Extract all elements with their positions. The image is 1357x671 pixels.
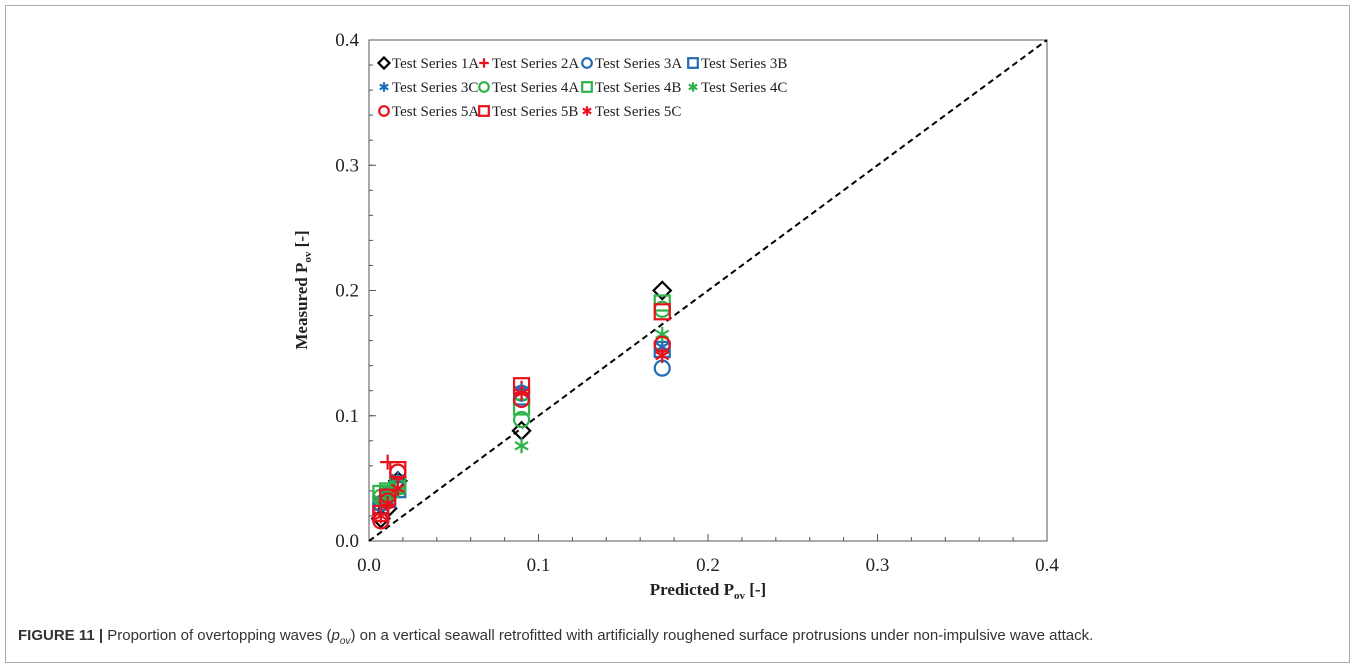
legend-marker-test-series-2a [479, 58, 489, 68]
legend-marker-test-series-5c [582, 106, 592, 116]
legend-marker-test-series-1a [376, 55, 392, 71]
legend-marker-test-series-3c [379, 82, 389, 92]
legend-label-test-series-5b: Test Series 5B [492, 104, 578, 120]
legend-label-test-series-5a: Test Series 5A [392, 104, 479, 120]
y-tick-label: 0.4 [335, 30, 359, 51]
x-axis-title: Predicted Pov [-] [650, 580, 766, 602]
y-tick-label: 0.0 [335, 531, 359, 552]
figure-caption: FIGURE 11 | Proportion of overtopping wa… [18, 627, 1343, 647]
legend-marker-test-series-3a [581, 57, 593, 69]
x-tick-label: 0.3 [866, 555, 890, 576]
axes: 0.0 0.0 0.1 0.1 0.2 0.2 0.3 0.3 0.4 0.4 [335, 30, 1059, 576]
legend-marker-test-series-4c [688, 82, 698, 92]
legend-label-test-series-3b: Test Series 3B [701, 56, 787, 72]
legend-marker-test-series-5b [478, 105, 490, 117]
data-point-test-series-1a [652, 280, 673, 301]
x-tick-label: 0.4 [1035, 555, 1059, 576]
legend-label-test-series-3a: Test Series 3A [595, 56, 682, 72]
legend-marker-test-series-5a [378, 105, 390, 117]
data-point-test-series-4c [655, 326, 670, 342]
one-to-one-dashed-line [368, 39, 1048, 542]
legend-label-test-series-5c: Test Series 5C [595, 104, 681, 120]
caption-text-after: ) on a vertical seawall retrofitted with… [350, 627, 1094, 644]
data-point-test-series-4a [512, 410, 531, 429]
y-tick-label: 0.1 [335, 406, 359, 427]
legend-label-test-series-3c: Test Series 3C [392, 80, 478, 96]
y-tick-label: 0.3 [335, 155, 359, 176]
legend-label-test-series-4a: Test Series 4A [492, 80, 579, 96]
caption-symbol: pov [331, 627, 351, 647]
y-tick-label: 0.2 [335, 281, 359, 302]
reference-line-group [368, 39, 1048, 542]
x-tick-label: 0.2 [696, 555, 720, 576]
data-point-test-series-4b [653, 294, 671, 312]
legend: Test Series 1A Test Series 2A Test Series … [376, 55, 787, 120]
legend-marker-test-series-3b [687, 57, 699, 69]
legend-label-test-series-4b: Test Series 4B [595, 80, 681, 96]
data-point-test-series-5c [380, 495, 395, 511]
data-point-test-series-5b [653, 303, 671, 321]
x-tick-label: 0.0 [357, 555, 381, 576]
figure-label: FIGURE 11 | [18, 627, 104, 644]
figure-frame [5, 5, 1350, 663]
scatter-chart: 0.0 0.0 0.1 0.1 0.2 0.2 0.3 0.3 0.4 0.4 Test Seri… [292, 30, 1059, 602]
legend-label-test-series-1a: Test Series 1A [392, 56, 479, 72]
data-point-test-series-5c [373, 508, 388, 524]
data-point-test-series-5b [389, 461, 407, 479]
legend-label-test-series-4c: Test Series 4C [701, 80, 787, 96]
data-point-test-series-5c [390, 480, 405, 496]
data-point-test-series-5c [655, 348, 670, 364]
legend-marker-test-series-4b [581, 81, 593, 93]
legend-label-test-series-2a: Test Series 2A [492, 56, 579, 72]
data-point-test-series-5c [514, 385, 529, 401]
data-points [370, 280, 673, 530]
legend-marker-test-series-4a [478, 81, 490, 93]
y-axis-title: Measured Pov [-] [292, 230, 314, 349]
data-point-test-series-4c [514, 438, 529, 454]
x-tick-label: 0.1 [527, 555, 551, 576]
caption-text-before: Proportion of overtopping waves ( [107, 627, 332, 644]
